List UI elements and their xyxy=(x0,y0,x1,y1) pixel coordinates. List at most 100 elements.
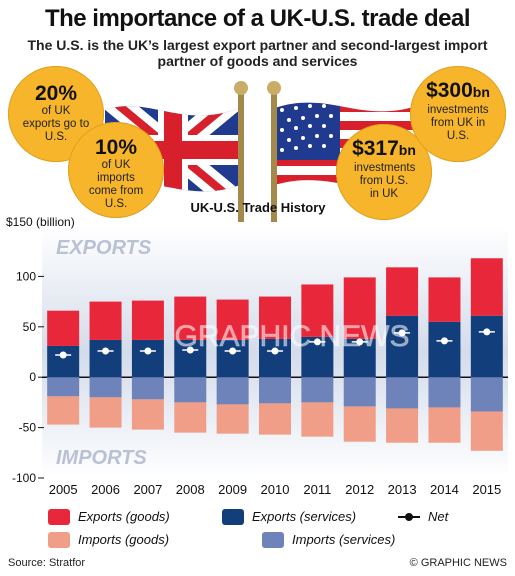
net-marker-dot xyxy=(440,337,448,345)
page-title: The importance of a UK-U.S. trade deal xyxy=(44,5,471,32)
imports-services-bar xyxy=(470,377,503,412)
legend-swatch-exports-goods xyxy=(48,509,70,525)
exports-services-bar xyxy=(428,321,461,378)
exports-services-bar xyxy=(131,339,164,378)
watermark: GRAPHIC NEWS xyxy=(174,320,409,353)
exports-goods-bar xyxy=(216,299,249,340)
x-tick-label: 2007 xyxy=(133,482,162,496)
exports-goods-bar xyxy=(174,296,207,340)
net-marker-dot xyxy=(483,328,491,336)
exports-services-bar xyxy=(216,339,249,378)
net-marker-dot xyxy=(59,351,67,359)
exports-goods-bar xyxy=(343,277,376,339)
exports-goods-bar xyxy=(259,296,291,339)
net-marker-dot xyxy=(398,329,406,337)
exports-goods-bar xyxy=(47,310,80,346)
exports-goods-bar xyxy=(428,277,461,322)
imports-services-bar xyxy=(259,377,291,404)
imports-services-bar xyxy=(386,377,419,409)
net-marker-dot xyxy=(313,338,321,346)
net-marker-dot xyxy=(271,347,279,355)
imports-services-bar xyxy=(89,377,122,398)
callout-uk-investment: $300bn investments from UK in U.S. xyxy=(410,66,506,162)
net-marker-dot xyxy=(186,346,194,354)
legend-swatch-net xyxy=(398,513,420,521)
x-tick-label: 2014 xyxy=(430,482,459,496)
imports-services-bar xyxy=(301,377,334,403)
x-tick-label: 2008 xyxy=(176,482,205,496)
callout-uk-investment-text: investments from UK in U.S. xyxy=(427,104,489,142)
y-axis-label: $150 (billion) xyxy=(6,215,75,229)
imports-region-label: IMPORTS xyxy=(56,447,147,469)
imports-goods-bar xyxy=(343,406,376,442)
imports-goods-bar xyxy=(216,404,249,434)
exports-region-label: EXPORTS xyxy=(56,237,152,259)
legend-label-net: Net xyxy=(428,509,449,524)
legend-label-imports-goods: Imports (goods) xyxy=(78,532,170,547)
x-tick-label: 2015 xyxy=(472,482,501,496)
callout-uk-exports-text: of UK exports go to U.S. xyxy=(22,105,90,143)
us-flag-pole xyxy=(271,92,277,222)
trade-history-chart: UK-U.S. Trade History $150 (billion) EXP… xyxy=(6,200,508,496)
imports-services-bar xyxy=(343,377,376,407)
imports-goods-bar xyxy=(428,407,461,443)
net-marker-dot xyxy=(229,347,237,355)
exports-goods-bar xyxy=(131,300,164,340)
y-tick-label: -100 xyxy=(12,471,36,485)
legend-label-exports-goods: Exports (goods) xyxy=(78,509,170,524)
exports-goods-bar xyxy=(301,284,334,337)
exports-goods-bar xyxy=(386,267,419,316)
exports-goods-bar xyxy=(89,301,122,340)
imports-goods-bar xyxy=(259,403,291,435)
callout-us-investment-text: investments from U.S. in UK xyxy=(354,162,416,200)
uk-pole-finial xyxy=(234,81,248,95)
chart-title: UK-U.S. Trade History xyxy=(190,200,326,215)
legend-swatch-imports-goods xyxy=(48,532,70,548)
x-tick-label: 2006 xyxy=(91,482,120,496)
exports-services-bar xyxy=(259,338,291,378)
x-tick-label: 2013 xyxy=(388,482,417,496)
legend-swatch-imports-services xyxy=(262,532,284,548)
x-tick-label: 2009 xyxy=(218,482,247,496)
imports-services-bar xyxy=(47,377,80,397)
callout-uk-imports-value: 10% xyxy=(94,136,138,159)
net-marker-dot xyxy=(144,347,152,355)
exports-services-bar xyxy=(47,345,80,378)
net-marker-dot xyxy=(102,347,110,355)
imports-services-bar xyxy=(131,377,164,400)
exports-services-bar xyxy=(386,315,419,378)
credit-note: © GRAPHIC NEWS xyxy=(409,557,507,569)
exports-services-bar xyxy=(174,339,207,378)
imports-goods-bar xyxy=(470,411,503,451)
x-tick-label: 2010 xyxy=(261,482,290,496)
callout-us-investment-value: $317bn xyxy=(352,137,416,160)
imports-services-bar xyxy=(428,377,461,408)
callout-us-investment: $317bn investments from U.S. in UK xyxy=(336,124,432,220)
uk-flag-pole xyxy=(238,92,244,222)
imports-goods-bar xyxy=(174,402,207,433)
x-tick-label: 2012 xyxy=(345,482,374,496)
imports-goods-bar xyxy=(301,402,334,437)
imports-services-bar xyxy=(216,377,249,405)
legend-swatch-exports-services xyxy=(222,509,244,525)
x-tick-label: 2011 xyxy=(303,482,331,496)
imports-goods-bar xyxy=(89,397,122,428)
exports-goods-bar xyxy=(470,258,503,316)
legend-label-imports-services: Imports (services) xyxy=(292,532,396,547)
exports-services-bar xyxy=(470,315,503,378)
imports-goods-bar xyxy=(131,399,164,430)
net-marker-dot xyxy=(356,338,364,346)
callout-uk-imports-text: of UK imports come from U.S. xyxy=(88,159,144,210)
page-subtitle: The U.S. is the UK’s largest export part… xyxy=(27,37,488,69)
callout-uk-exports-value: 20% xyxy=(34,82,78,105)
legend-label-exports-services: Exports (services) xyxy=(252,509,357,524)
y-tick-label: -50 xyxy=(19,421,37,435)
y-tick-label: 0 xyxy=(29,370,36,384)
callout-uk-investment-value: $300bn xyxy=(426,79,490,102)
exports-services-bar xyxy=(89,339,122,378)
x-tick-label: 2005 xyxy=(49,482,78,496)
source-note: Source: Stratfor xyxy=(8,557,86,569)
imports-goods-bar xyxy=(386,408,419,443)
us-pole-finial xyxy=(267,81,281,95)
y-tick-label: 100 xyxy=(16,269,36,283)
